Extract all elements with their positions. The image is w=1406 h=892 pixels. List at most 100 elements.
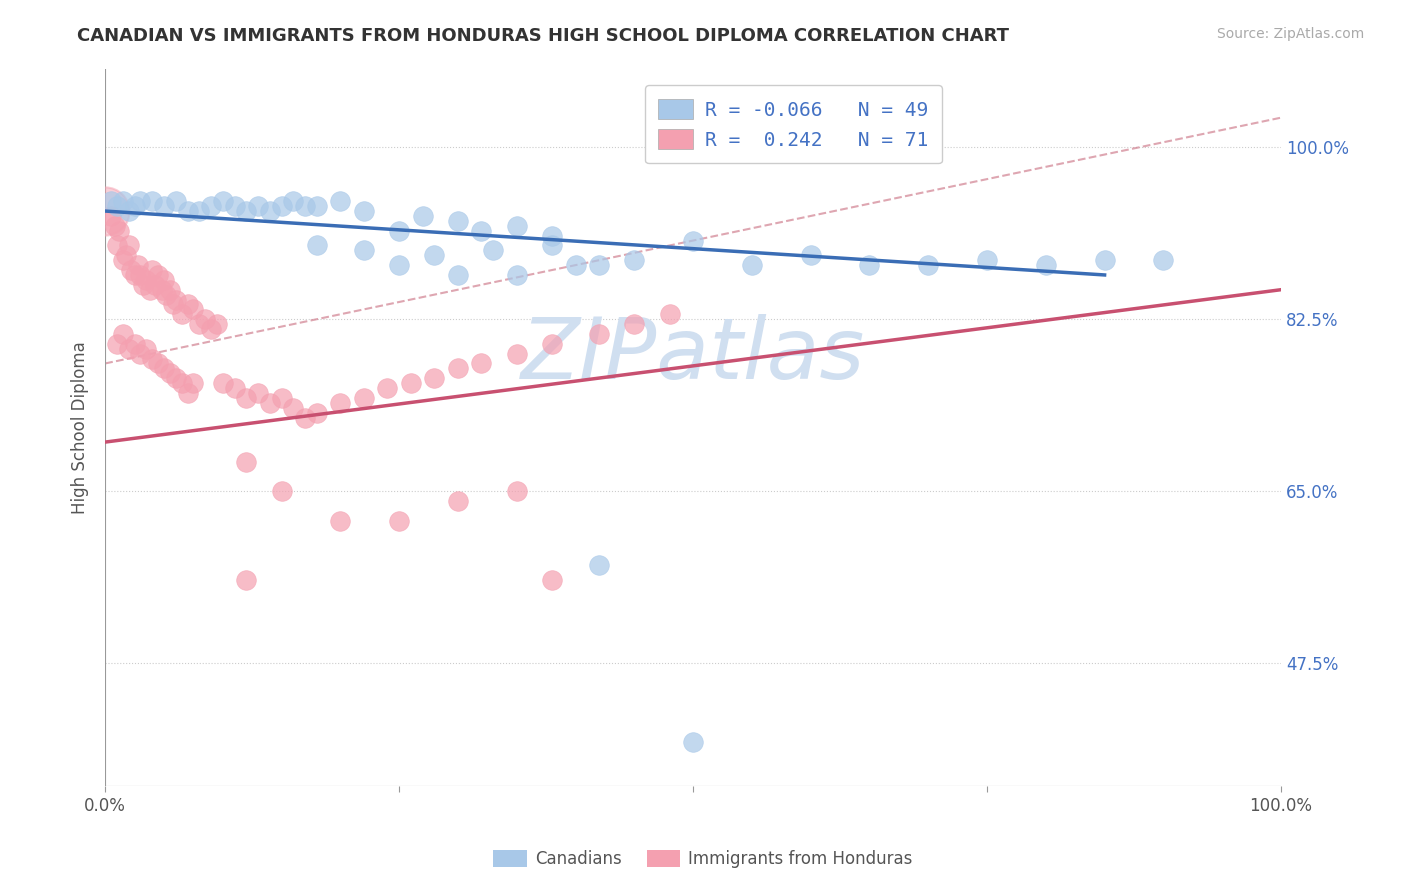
- Point: [132, 277, 155, 292]
- Point: [100, 209, 122, 223]
- Point: [329, 194, 352, 209]
- Point: [170, 376, 193, 390]
- Point: [205, 317, 228, 331]
- Point: [111, 253, 134, 268]
- Point: [211, 376, 233, 390]
- Point: [141, 263, 163, 277]
- Point: [235, 573, 257, 587]
- Point: [270, 199, 292, 213]
- Text: CANADIAN VS IMMIGRANTS FROM HONDURAS HIGH SCHOOL DIPLOMA CORRELATION CHART: CANADIAN VS IMMIGRANTS FROM HONDURAS HIG…: [77, 27, 1010, 45]
- Point: [176, 385, 198, 400]
- Point: [159, 366, 181, 380]
- Point: [353, 391, 375, 405]
- Point: [623, 317, 645, 331]
- Point: [858, 258, 880, 272]
- Point: [294, 199, 316, 213]
- Point: [541, 228, 564, 243]
- Point: [305, 406, 328, 420]
- Point: [188, 317, 211, 331]
- Point: [183, 376, 205, 390]
- Point: [588, 326, 610, 341]
- Point: [506, 219, 529, 233]
- Point: [176, 204, 198, 219]
- Point: [153, 199, 176, 213]
- Y-axis label: High School Diploma: High School Diploma: [72, 341, 89, 514]
- Point: [143, 277, 166, 292]
- Point: [247, 199, 270, 213]
- Point: [294, 410, 316, 425]
- Point: [658, 307, 681, 321]
- Point: [224, 381, 246, 395]
- Point: [105, 238, 128, 252]
- Point: [146, 268, 169, 282]
- Point: [108, 224, 131, 238]
- Point: [470, 224, 492, 238]
- Point: [682, 234, 704, 248]
- Point: [141, 351, 163, 366]
- Point: [146, 356, 169, 370]
- Point: [399, 376, 422, 390]
- Point: [741, 258, 763, 272]
- Point: [124, 336, 146, 351]
- Point: [305, 238, 328, 252]
- Point: [506, 268, 529, 282]
- Point: [247, 385, 270, 400]
- Point: [129, 268, 152, 282]
- Point: [235, 391, 257, 405]
- Point: [682, 735, 704, 749]
- Point: [139, 283, 162, 297]
- Point: [976, 253, 998, 268]
- Point: [118, 204, 141, 219]
- Point: [541, 238, 564, 252]
- Point: [155, 287, 177, 301]
- Point: [170, 307, 193, 321]
- Point: [224, 199, 246, 213]
- Point: [162, 297, 184, 311]
- Point: [105, 336, 128, 351]
- Point: [211, 194, 233, 209]
- Point: [135, 342, 157, 356]
- Point: [412, 209, 434, 223]
- Point: [115, 248, 138, 262]
- Point: [127, 258, 149, 272]
- Point: [506, 484, 529, 499]
- Point: [447, 214, 470, 228]
- Point: [135, 273, 157, 287]
- Point: [111, 326, 134, 341]
- Point: [329, 396, 352, 410]
- Point: [118, 342, 141, 356]
- Text: ZIPatlas: ZIPatlas: [522, 314, 865, 397]
- Point: [283, 401, 305, 415]
- Point: [588, 558, 610, 572]
- Point: [153, 273, 176, 287]
- Point: [105, 199, 128, 213]
- Point: [259, 204, 281, 219]
- Point: [470, 356, 492, 370]
- Point: [124, 268, 146, 282]
- Point: [194, 312, 217, 326]
- Point: [100, 194, 122, 209]
- Point: [388, 514, 411, 528]
- Point: [141, 194, 163, 209]
- Point: [120, 263, 142, 277]
- Point: [94, 204, 117, 219]
- Point: [183, 302, 205, 317]
- Point: [623, 253, 645, 268]
- Point: [188, 204, 211, 219]
- Point: [447, 361, 470, 376]
- Point: [159, 283, 181, 297]
- Point: [482, 244, 505, 258]
- Legend: Canadians, Immigrants from Honduras: Canadians, Immigrants from Honduras: [486, 843, 920, 875]
- Point: [259, 396, 281, 410]
- Point: [423, 248, 446, 262]
- Point: [353, 244, 375, 258]
- Point: [423, 371, 446, 385]
- Point: [104, 219, 127, 233]
- Point: [447, 494, 470, 508]
- Point: [564, 258, 586, 272]
- Point: [165, 194, 187, 209]
- Point: [353, 204, 375, 219]
- Point: [1094, 253, 1116, 268]
- Point: [111, 194, 134, 209]
- Point: [176, 297, 198, 311]
